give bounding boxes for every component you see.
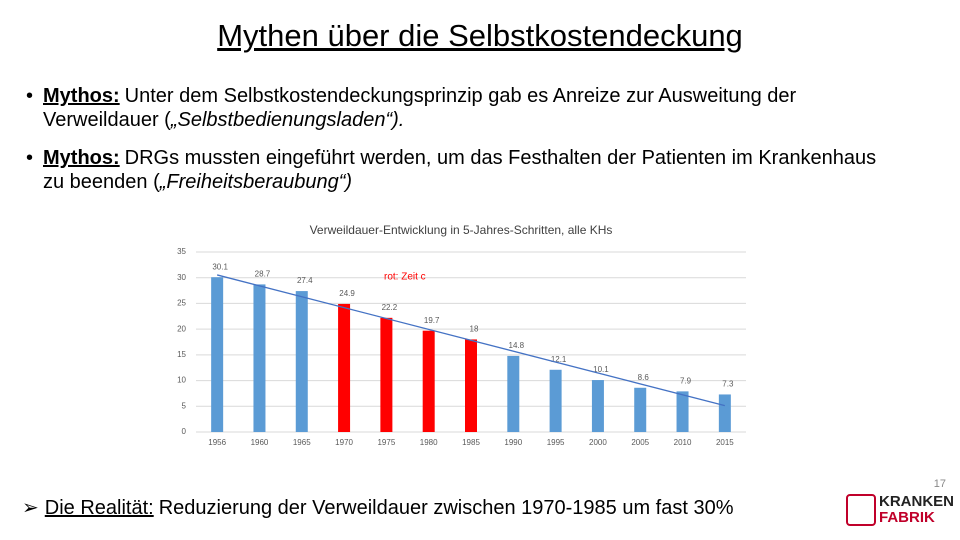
conclusion-text: Reduzierung der Verweildauer zwischen 19… — [158, 497, 734, 519]
x-tick-label: 1956 — [208, 438, 226, 447]
slide-title: Mythen über die Selbstkostendeckung — [217, 18, 743, 53]
data-label: 30.1 — [212, 262, 228, 271]
bar — [549, 369, 562, 432]
y-tick-label: 35 — [177, 247, 186, 256]
x-tick-label: 1960 — [251, 438, 269, 447]
x-tick-label: 1965 — [293, 438, 311, 447]
bar — [253, 284, 266, 432]
chart-title: Verweildauer-Entwicklung in 5-Jahres-Sch… — [310, 223, 613, 237]
x-tick-label: 2010 — [674, 438, 692, 447]
bullet-emphasis: „Selbstbedienungsladen“). — [170, 109, 405, 131]
x-tick-label: 2015 — [716, 438, 734, 447]
conclusion: Die Realität:Reduzierung der Verweildaue… — [22, 495, 734, 520]
x-tick-label: 2005 — [631, 438, 649, 447]
y-tick-label: 25 — [177, 299, 186, 308]
data-label: 7.9 — [680, 376, 692, 385]
data-label: 19.7 — [424, 316, 440, 325]
logo-text: KRANKEN — [879, 493, 954, 510]
x-tick-label: 1970 — [335, 438, 353, 447]
bullet-text: DRGs mussten eingeführt werden, um das F… — [43, 147, 877, 193]
data-label: 22.2 — [382, 303, 398, 312]
data-label: 12.1 — [551, 355, 567, 364]
logo: KRANKEN FABRIK — [846, 492, 954, 530]
bullet: Mythos:Unter dem Selbstkostendeckungspri… — [26, 84, 883, 132]
bar — [422, 330, 435, 432]
bar — [591, 380, 604, 432]
bar — [380, 317, 393, 432]
y-tick-label: 5 — [182, 401, 187, 410]
data-label: 28.7 — [255, 270, 271, 279]
data-label: 14.8 — [509, 341, 525, 350]
bar — [338, 303, 351, 432]
y-tick-label: 0 — [182, 427, 187, 436]
bar — [211, 277, 224, 432]
x-tick-label: 1995 — [547, 438, 565, 447]
bar — [295, 291, 308, 432]
x-tick-label: 1980 — [420, 438, 438, 447]
y-tick-label: 20 — [177, 324, 186, 333]
x-tick-label: 1990 — [504, 438, 522, 447]
x-tick-label: 1975 — [377, 438, 395, 447]
bar — [507, 355, 520, 432]
data-label: 27.4 — [297, 276, 313, 285]
data-label: 24.9 — [339, 289, 355, 298]
logo-text: FABRIK — [879, 509, 935, 526]
bullet-label: Mythos: — [43, 147, 120, 169]
bullet-label: Mythos: — [43, 85, 120, 107]
bar — [718, 394, 731, 432]
y-tick-label: 30 — [177, 273, 186, 282]
data-label: 8.6 — [638, 373, 650, 382]
logo-icon — [846, 494, 876, 526]
bar — [634, 387, 647, 432]
bullet: Mythos:DRGs mussten eingeführt werden, u… — [26, 146, 883, 194]
x-tick-label: 1985 — [462, 438, 480, 447]
bullet-emphasis: „Freiheitsberaubung“) — [159, 171, 353, 193]
data-label: 18 — [470, 325, 479, 334]
y-tick-label: 10 — [177, 376, 186, 385]
y-tick-label: 15 — [177, 350, 186, 359]
annotation: rot: Zeit c — [384, 272, 426, 283]
data-label: 10.1 — [593, 365, 609, 374]
bar — [465, 339, 477, 432]
page-number: 17 — [933, 478, 946, 490]
trendline — [216, 274, 726, 407]
x-tick-label: 2000 — [589, 438, 607, 447]
conclusion-label: Die Realität: — [44, 497, 154, 519]
bullet-text: Unter dem Selbstkostendeckungsprinzip ga… — [43, 85, 797, 131]
bar — [676, 391, 689, 432]
data-label: 7.3 — [722, 380, 734, 389]
